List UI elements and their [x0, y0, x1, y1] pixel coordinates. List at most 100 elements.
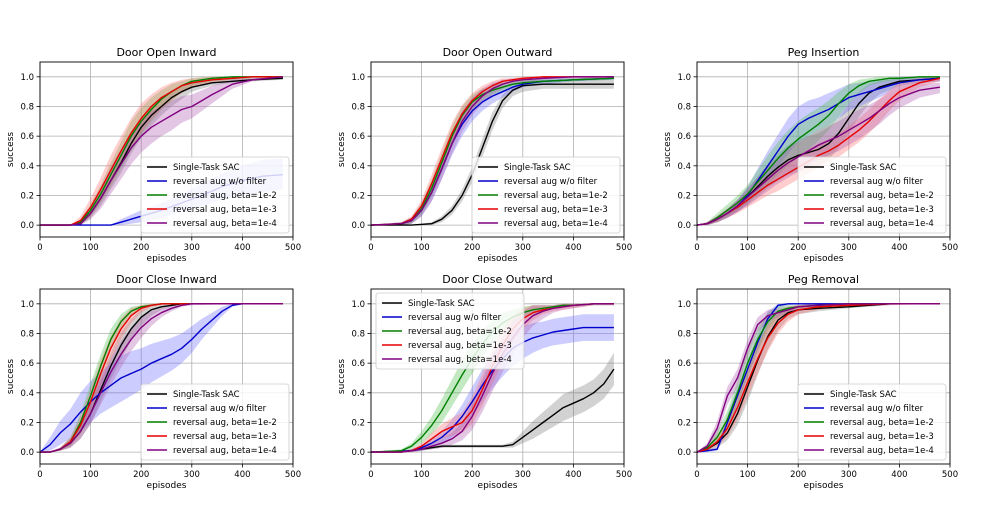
subplot-2: 0 100 200 300 400 500 0.0 0.2 0.4 0.6 0.8 1.0 Peg In… [663, 46, 958, 264]
y-tick-label: 0.8 [20, 329, 34, 339]
x-tick-label: 0 [37, 470, 42, 480]
confidence-band-b3 [371, 303, 614, 453]
y-tick-label: 1.0 [677, 73, 691, 83]
series-line-b3 [371, 76, 614, 226]
x-tick-label: 0 [694, 470, 699, 480]
axes-frame [370, 61, 625, 238]
subplot-0: 0 100 200 300 400 500 0.0 0.2 0.4 0.6 0.8 1.0 Door O… [6, 46, 301, 264]
x-tick-label: 300 [841, 470, 857, 480]
x-tick-label: 0 [368, 470, 373, 480]
y-tick-label: 0.6 [351, 359, 365, 369]
series-line-b2 [40, 76, 283, 226]
legend-label-b3: reversal aug, beta=1e-3 [830, 432, 934, 442]
x-axis-label: episodes [804, 481, 844, 491]
y-tick-label: 0.2 [677, 418, 691, 428]
y-tick-label: 0.8 [677, 102, 691, 112]
legend-box [140, 383, 290, 461]
y-axis-label: success [663, 359, 673, 395]
plot-area [40, 303, 283, 453]
legend: Single-Task SAC reversal aug w/o filter re… [471, 156, 621, 234]
y-tick-label: 0.2 [20, 418, 34, 428]
y-tick-label: 0.4 [677, 389, 691, 399]
x-tick-label: 400 [891, 470, 907, 480]
confidence-band-b4 [371, 303, 614, 453]
y-tick-label: 0.8 [20, 102, 34, 112]
series-line-b4 [697, 303, 940, 453]
x-tick-label: 400 [234, 470, 250, 480]
y-tick-label: 0.2 [351, 418, 365, 428]
legend-label-nofilter: reversal aug w/o filter [830, 404, 924, 414]
y-tick-label: 0.0 [351, 448, 365, 458]
series-line-b3 [697, 303, 940, 453]
x-tick-label: 200 [464, 243, 480, 253]
legend-label-b2: reversal aug, beta=1e-2 [173, 418, 277, 428]
legend-box [375, 292, 525, 370]
legend: Single-Task SAC reversal aug w/o filter re… [797, 383, 947, 461]
confidence-band-b4 [697, 82, 940, 226]
confidence-band-sac [371, 352, 614, 453]
x-tick-label: 500 [285, 243, 301, 253]
chart-title: Peg Insertion [788, 46, 860, 59]
y-tick-label: 0.2 [677, 191, 691, 201]
x-tick-label: 300 [515, 470, 531, 480]
subplot-5: 0 100 200 300 400 500 0.0 0.2 0.4 0.6 0.8 1.0 Peg Re… [663, 273, 958, 491]
x-tick-label: 100 [82, 470, 98, 480]
x-tick-label: 300 [515, 243, 531, 253]
y-tick-label: 0.2 [20, 191, 34, 201]
x-tick-label: 0 [694, 243, 699, 253]
axes-frame [696, 61, 951, 238]
legend-label-b3: reversal aug, beta=1e-3 [830, 205, 934, 215]
y-tick-label: 0.4 [677, 162, 691, 172]
y-tick-label: 0.8 [351, 102, 365, 112]
legend-label-b2: reversal aug, beta=1e-2 [830, 418, 934, 428]
legend-label-nofilter: reversal aug w/o filter [173, 177, 267, 187]
x-tick-label: 300 [184, 470, 200, 480]
x-tick-label: 200 [790, 243, 806, 253]
chart-title: Door Open Inward [116, 46, 216, 59]
axes-frame [370, 288, 625, 465]
x-tick-label: 400 [565, 470, 581, 480]
series-line-b4 [40, 303, 283, 453]
y-tick-label: 0.0 [677, 221, 691, 231]
series-line-sac [371, 368, 615, 453]
subplot-4: 0 100 200 300 400 500 0.0 0.2 0.4 0.6 0.8 1.0 Door C… [337, 273, 632, 491]
x-tick-label: 200 [464, 470, 480, 480]
x-tick-label: 0 [368, 243, 373, 253]
series-line-b3 [40, 303, 283, 453]
legend-label-b3: reversal aug, beta=1e-3 [504, 205, 608, 215]
y-axis-label: success [337, 359, 347, 395]
legend-label-b4: reversal aug, beta=1e-4 [504, 219, 608, 229]
y-tick-label: 0.6 [351, 132, 365, 142]
plot-area [371, 76, 614, 226]
x-tick-label: 200 [133, 470, 149, 480]
x-tick-label: 400 [565, 243, 581, 253]
y-tick-label: 0.8 [351, 329, 365, 339]
legend-label-b2: reversal aug, beta=1e-2 [408, 327, 512, 337]
y-tick-label: 1.0 [20, 73, 34, 83]
series-line-b3 [40, 76, 283, 226]
x-tick-label: 100 [739, 243, 755, 253]
legend-label-b4: reversal aug, beta=1e-4 [408, 355, 512, 365]
y-tick-label: 1.0 [677, 300, 691, 310]
legend-label-nofilter: reversal aug w/o filter [408, 313, 502, 323]
x-axis-label: episodes [804, 254, 844, 264]
y-tick-label: 0.4 [20, 162, 34, 172]
y-tick-label: 0.0 [20, 448, 34, 458]
legend-box [797, 383, 947, 461]
legend-label-sac: Single-Task SAC [173, 163, 240, 173]
plot-area [697, 76, 941, 226]
y-tick-label: 0.0 [351, 221, 365, 231]
x-tick-label: 100 [413, 470, 429, 480]
series-line-b4 [697, 86, 941, 226]
x-tick-label: 500 [616, 470, 632, 480]
legend-label-b3: reversal aug, beta=1e-3 [173, 205, 277, 215]
legend-label-b4: reversal aug, beta=1e-4 [173, 219, 277, 229]
axes-frame [39, 61, 294, 238]
legend: Single-Task SAC reversal aug w/o filter re… [375, 292, 525, 370]
y-axis-label: success [6, 132, 16, 168]
legend-label-sac: Single-Task SAC [830, 390, 897, 400]
x-axis-label: episodes [478, 254, 518, 264]
chart-title: Door Close Inward [116, 273, 217, 286]
x-tick-label: 0 [37, 243, 42, 253]
chart-title: Door Close Outward [442, 273, 552, 286]
